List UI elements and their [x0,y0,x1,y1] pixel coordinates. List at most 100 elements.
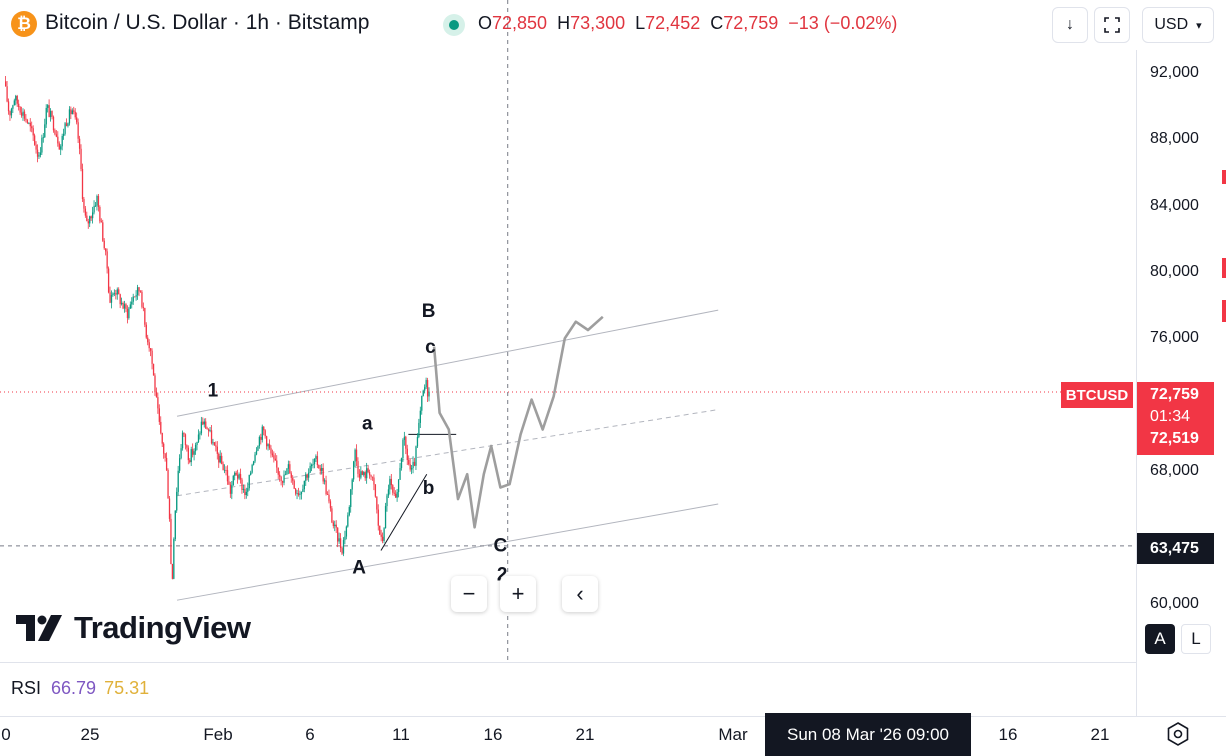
candle [173,537,175,580]
candle-body [409,464,411,470]
candle-body [261,426,263,440]
candle [58,141,60,150]
candle-body [70,109,72,115]
crosshair [0,0,1136,662]
bid-price: 72,519 [1150,430,1199,447]
price-chart[interactable]: 1 Aa b Bc C 2 [0,0,1136,662]
candle-body [421,395,423,411]
candle [406,444,408,465]
candle [268,439,271,450]
candle-body [181,432,184,449]
candle [223,464,226,474]
candle [368,469,371,479]
auto-scale-button[interactable]: A [1145,624,1175,654]
zoom-in-button[interactable]: + [500,576,536,612]
candle [277,467,279,479]
candle-body [81,168,84,200]
rsi-legend[interactable]: RSI 66.79 75.31 [11,678,149,699]
candle-body [136,287,139,296]
price-label: 92,000 [1150,64,1199,81]
price-label: 84,000 [1150,197,1199,214]
candle [305,472,307,486]
chart-settings-button[interactable] [1165,721,1191,747]
bitcoin-icon: ₿ [11,11,37,37]
candle [22,108,24,121]
candle [308,468,310,482]
candle [260,433,262,445]
candle-body [348,507,350,516]
candle-body [239,474,242,480]
candle-body [78,138,81,149]
logo-text: TradingView [74,610,251,645]
candle-body [364,472,366,479]
candle [258,435,261,449]
candle-body [134,296,136,298]
candle-body [416,436,419,447]
currency-select[interactable]: USD ▾ [1142,7,1214,43]
candle [283,470,285,486]
candle [132,293,134,305]
candle-body [322,467,324,482]
candle-body [132,296,134,302]
candle [126,305,129,324]
symbol-title[interactable]: Bitcoin / U.S. Dollar · 1h · Bitstamp [45,11,370,34]
candle [411,464,413,475]
candle-body [225,469,227,471]
candle-body [52,116,55,131]
candle [155,387,158,398]
candle-body [141,291,143,307]
candle-body [193,451,195,455]
candle [20,106,23,118]
scroll-back-button[interactable]: ‹ [562,576,598,612]
candle-body [425,380,427,388]
candle-body [309,466,311,473]
candle [376,496,378,514]
candle-body [128,308,130,319]
candle [237,469,239,484]
candle [329,499,332,512]
candle [396,488,398,502]
wave-label: a [362,413,373,434]
fullscreen-button[interactable] [1094,7,1130,43]
candle-body [99,207,101,222]
candle [25,114,27,123]
candle [303,480,305,493]
candle [241,477,243,494]
candle [267,443,269,451]
candle-body [55,134,58,137]
candle [252,460,255,466]
candle [186,444,188,452]
zoom-out-button[interactable]: − [451,576,487,612]
log-scale-button[interactable]: L [1181,624,1211,654]
tradingview-logo[interactable]: TradingView [16,610,251,646]
candle [157,392,159,414]
candle-body [393,492,395,494]
candle [266,435,268,450]
candle-body [328,494,330,502]
candle-body [20,112,23,116]
download-button[interactable]: ↓ [1052,7,1088,43]
candle-body [223,469,226,471]
candle [139,290,142,293]
edge-mark [1222,258,1226,278]
candle-body [18,103,20,108]
time-label: Feb [203,725,233,744]
candle [63,128,65,140]
candle-body [292,477,294,481]
candle [60,144,62,156]
candle-body [273,455,275,459]
candle-body [96,195,98,206]
candle-body [26,120,29,123]
candle-body [219,455,221,463]
price-label: 76,000 [1150,329,1199,346]
candle-body [245,491,247,496]
candle-body [221,455,223,464]
candle [97,193,100,212]
candle-body [118,289,120,295]
candle-body [73,110,75,112]
candle [106,248,108,274]
candle [295,487,297,496]
candle [110,290,113,309]
candle-body [29,122,31,127]
candle-body [202,421,204,425]
